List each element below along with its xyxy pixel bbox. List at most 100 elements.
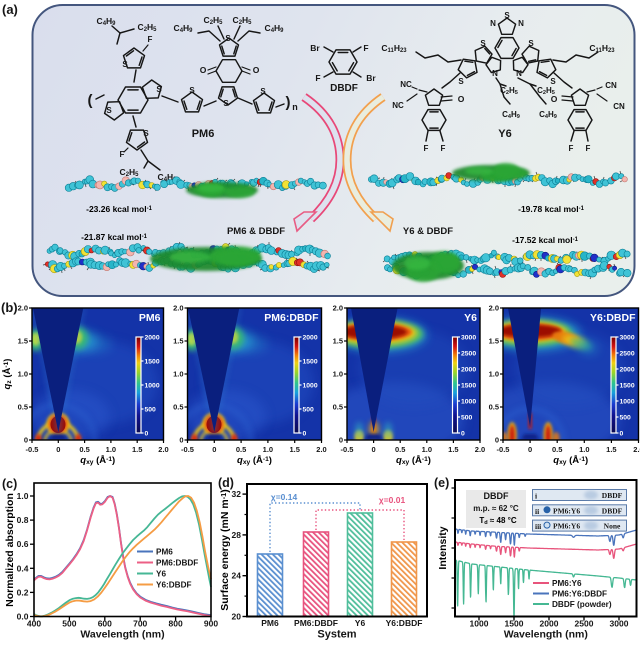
svg-text:1.0: 1.0 — [263, 445, 273, 454]
svg-text:χ=0.01: χ=0.01 — [379, 495, 406, 505]
svg-text:0: 0 — [528, 445, 532, 454]
svg-text:500: 500 — [145, 406, 157, 413]
svg-text:0.2: 0.2 — [17, 587, 29, 597]
svg-text:2500: 2500 — [461, 350, 476, 357]
svg-text:NC: NC — [392, 101, 404, 110]
svg-text:χ=0.14: χ=0.14 — [271, 492, 298, 502]
svg-text:PM6:Y6: PM6:Y6 — [553, 506, 580, 515]
svg-text:2.0: 2.0 — [475, 445, 485, 454]
svg-text:S: S — [458, 77, 464, 86]
svg-text:PM6: PM6 — [192, 128, 215, 140]
svg-text:1.5: 1.5 — [333, 337, 343, 346]
svg-text:C2H5: C2H5 — [233, 15, 253, 26]
svg-text:0: 0 — [145, 430, 149, 437]
svg-text:1500: 1500 — [145, 358, 160, 365]
svg-text:1.5: 1.5 — [448, 445, 458, 454]
svg-text:3000: 3000 — [610, 619, 629, 629]
svg-text:500: 500 — [461, 414, 473, 421]
svg-text:qxy (Å-1): qxy (Å-1) — [553, 455, 588, 466]
svg-text:1000: 1000 — [620, 398, 635, 405]
svg-text:1.0: 1.0 — [17, 491, 29, 501]
svg-text:DBDF: DBDF — [484, 491, 509, 501]
svg-text:2500: 2500 — [620, 350, 635, 357]
svg-text:CN: CN — [613, 102, 625, 111]
svg-text:n: n — [292, 102, 298, 112]
svg-text:1500: 1500 — [505, 619, 524, 629]
svg-text:Td ≈ 48 °C: Td ≈ 48 °C — [479, 516, 516, 526]
svg-text:-19.78 kcal mol-1: -19.78 kcal mol-1 — [518, 204, 584, 214]
svg-text:900: 900 — [204, 619, 218, 629]
svg-text:(c): (c) — [2, 477, 17, 491]
svg-text:S: S — [528, 39, 534, 48]
svg-text:0.8: 0.8 — [17, 515, 29, 525]
svg-text:F: F — [148, 35, 153, 44]
svg-text:Y6: Y6 — [464, 312, 477, 324]
svg-text:3000: 3000 — [461, 334, 476, 341]
svg-text:m.p. ≈ 62 °C: m.p. ≈ 62 °C — [473, 504, 519, 513]
svg-text:3000: 3000 — [620, 334, 635, 341]
svg-text:C2H5: C2H5 — [204, 15, 224, 26]
svg-text:1000: 1000 — [145, 382, 160, 389]
svg-text:Y6 & DBDF: Y6 & DBDF — [403, 226, 453, 237]
svg-text:DBDF: DBDF — [602, 506, 623, 515]
svg-text:Wavelength (nm): Wavelength (nm) — [504, 629, 588, 641]
svg-text:DBDF (powder): DBDF (powder) — [552, 600, 612, 609]
svg-text:NC: NC — [400, 80, 412, 89]
svg-text:-0.5: -0.5 — [181, 445, 194, 454]
svg-text:1000: 1000 — [461, 398, 476, 405]
svg-text:F: F — [586, 144, 591, 153]
svg-text:(b): (b) — [1, 300, 18, 315]
svg-text:(d): (d) — [218, 476, 234, 490]
svg-text:(e): (e) — [434, 476, 449, 490]
svg-text:0.6: 0.6 — [17, 539, 29, 549]
svg-text:S: S — [260, 87, 266, 96]
svg-text:PM6:DBDF: PM6:DBDF — [264, 312, 319, 324]
svg-text:2000: 2000 — [540, 619, 559, 629]
svg-text:700: 700 — [133, 619, 147, 629]
svg-text:S: S — [504, 11, 510, 20]
svg-text:O: O — [551, 94, 558, 104]
svg-text:S: S — [550, 77, 556, 86]
svg-text:S: S — [143, 129, 149, 138]
svg-text:2000: 2000 — [620, 366, 635, 373]
svg-text:2.0: 2.0 — [333, 304, 343, 313]
svg-text:O: O — [200, 65, 207, 75]
svg-text:PM6:Y6:DBDF: PM6:Y6:DBDF — [552, 590, 607, 599]
svg-text:0: 0 — [495, 436, 499, 445]
svg-text:C2H5: C2H5 — [500, 86, 518, 96]
svg-text:1000: 1000 — [303, 382, 318, 389]
svg-text:PM6: PM6 — [139, 312, 161, 324]
svg-text:C4H9: C4H9 — [174, 23, 194, 34]
svg-text:ii: ii — [535, 507, 539, 516]
svg-text:500: 500 — [303, 406, 315, 413]
svg-text:0.5: 0.5 — [489, 403, 499, 412]
svg-text:N: N — [518, 19, 524, 28]
svg-text:Y6:DBDF: Y6:DBDF — [590, 312, 636, 324]
svg-text:qxy (Å-1): qxy (Å-1) — [80, 455, 115, 466]
svg-text:N: N — [490, 19, 496, 28]
svg-text:0: 0 — [24, 436, 28, 445]
svg-text:0: 0 — [461, 430, 465, 437]
svg-text:N: N — [516, 69, 522, 78]
svg-text:0.5: 0.5 — [552, 445, 562, 454]
svg-text:0: 0 — [339, 436, 343, 445]
svg-text:Wavelength (nm): Wavelength (nm) — [80, 629, 164, 641]
svg-text:1.0: 1.0 — [579, 445, 589, 454]
svg-text:Y6:DBDF: Y6:DBDF — [156, 581, 191, 590]
svg-text:System: System — [317, 629, 356, 641]
svg-text:Surface energy (mN m-1): Surface energy (mN m-1) — [219, 489, 231, 611]
svg-text:0: 0 — [56, 445, 60, 454]
svg-text:F: F — [315, 73, 320, 83]
svg-text:O: O — [253, 65, 260, 75]
svg-text:500: 500 — [62, 619, 76, 629]
svg-text:32: 32 — [232, 489, 242, 499]
svg-text:C2H5: C2H5 — [537, 86, 555, 96]
svg-text:1.0: 1.0 — [422, 445, 432, 454]
svg-text:0.5: 0.5 — [18, 403, 28, 412]
svg-text:0: 0 — [212, 445, 216, 454]
svg-text:-17.52 kcal mol-1: -17.52 kcal mol-1 — [512, 235, 578, 245]
svg-text:(a): (a) — [2, 2, 18, 17]
svg-text:800: 800 — [169, 619, 183, 629]
svg-text:(: ( — [88, 92, 93, 109]
svg-text:0.5: 0.5 — [395, 445, 405, 454]
